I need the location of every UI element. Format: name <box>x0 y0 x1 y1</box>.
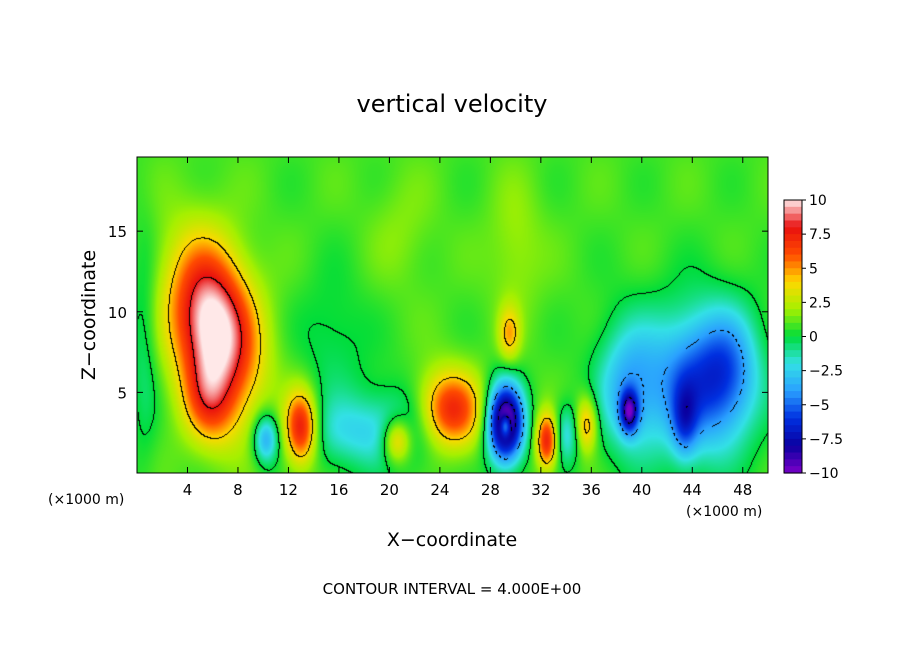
y-axis-ticks: 5 10 15 <box>108 223 768 402</box>
x-tick-label: 36 <box>582 481 601 499</box>
x-tick-label: 4 <box>183 481 193 499</box>
colorbar-swatch <box>784 302 802 310</box>
colorbar-swatch <box>784 316 802 324</box>
colorbar-swatch <box>784 466 802 474</box>
plot-frame <box>136 156 769 474</box>
colorbar-swatch <box>784 200 802 208</box>
x-tick-label: 8 <box>233 481 243 499</box>
colorbar-swatch <box>784 206 802 215</box>
colorbar-tick-label: 2.5 <box>809 295 831 311</box>
x-tick-label: 28 <box>481 481 500 499</box>
x-axis-ticks: 4 8 12 16 20 24 28 32 36 40 44 48 <box>183 157 752 499</box>
colorbar-tick-label: −7.5 <box>809 432 843 448</box>
colorbar-swatch <box>784 377 802 385</box>
colorbar-swatch <box>784 295 802 303</box>
x-unit-left: (×1000 m) <box>48 492 124 508</box>
y-tick-label: 15 <box>108 223 127 241</box>
x-unit-right: (×1000 m) <box>686 504 762 520</box>
colorbar-swatch <box>784 309 802 317</box>
velocity-field <box>137 157 768 473</box>
x-tick-label: 48 <box>733 481 752 499</box>
colorbar-swatch <box>784 234 802 242</box>
colorbar-swatch <box>784 261 802 269</box>
colorbar-swatch <box>784 391 802 399</box>
colorbar-tick-label: −2.5 <box>809 364 843 380</box>
chart-title: vertical velocity <box>357 90 548 118</box>
colorbar-swatch <box>784 411 802 419</box>
colorbar-swatch <box>784 384 802 392</box>
colorbar-swatch <box>784 445 802 454</box>
x-axis-label: X−coordinate <box>387 529 517 551</box>
colorbar-tick-label: −5 <box>809 398 830 414</box>
colorbar: 10 7.5 5 2.5 0 −2.5 −5 −7.5 −10 <box>783 193 843 482</box>
x-tick-label: 12 <box>279 481 298 499</box>
colorbar-swatch <box>784 397 802 406</box>
colorbar-swatch <box>784 254 802 263</box>
x-tick-label: 32 <box>531 481 550 499</box>
contour-interval-note: CONTOUR INTERVAL = 4.000E+00 <box>323 580 582 598</box>
colorbar-segments <box>784 200 802 474</box>
x-tick-label: 16 <box>329 481 348 499</box>
colorbar-swatch <box>784 322 802 331</box>
colorbar-swatch <box>784 281 802 290</box>
colorbar-tick-label: 0 <box>809 330 818 346</box>
y-tick-label: 10 <box>108 304 127 322</box>
colorbar-swatch <box>784 288 802 297</box>
colorbar-swatch <box>784 329 802 338</box>
colorbar-swatch <box>784 336 802 344</box>
colorbar-swatch <box>784 240 802 249</box>
colorbar-swatch <box>784 418 802 426</box>
colorbar-swatch <box>784 247 802 256</box>
colorbar-swatch <box>784 425 802 433</box>
colorbar-swatch <box>784 459 802 467</box>
colorbar-ticks: 10 7.5 5 2.5 0 −2.5 −5 −7.5 −10 <box>802 193 843 482</box>
x-tick-label: 40 <box>632 481 651 499</box>
colorbar-swatch <box>784 438 802 447</box>
colorbar-swatch <box>784 268 802 276</box>
x-tick-label: 24 <box>430 481 449 499</box>
y-axis-label: Z−coordinate <box>78 250 100 380</box>
colorbar-tick-label: 10 <box>809 193 827 209</box>
colorbar-swatch <box>784 363 802 372</box>
x-tick-label: 20 <box>380 481 399 499</box>
colorbar-swatch <box>784 213 802 222</box>
colorbar-swatch <box>784 356 802 365</box>
colorbar-tick-label: 5 <box>809 261 818 277</box>
colorbar-swatch <box>784 370 802 379</box>
colorbar-swatch <box>784 220 802 228</box>
colorbar-swatch <box>784 227 802 235</box>
colorbar-swatch <box>784 432 802 440</box>
plot-area <box>136 156 769 474</box>
x-tick-label: 44 <box>683 481 702 499</box>
colorbar-tick-label: −10 <box>809 466 839 482</box>
colorbar-swatch <box>784 452 802 460</box>
colorbar-swatch <box>784 350 802 358</box>
colorbar-swatch <box>784 404 802 413</box>
colorbar-swatch <box>784 275 802 283</box>
y-tick-label: 5 <box>117 384 127 402</box>
colorbar-tick-label: 7.5 <box>809 227 831 243</box>
colorbar-swatch <box>784 343 802 351</box>
